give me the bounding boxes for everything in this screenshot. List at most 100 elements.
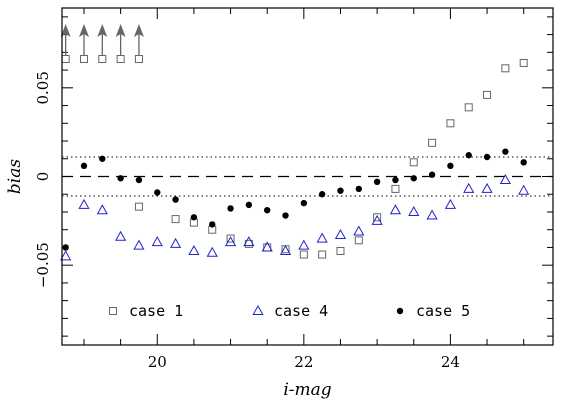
- case-4-point: [96, 204, 108, 215]
- case-1-point: [501, 64, 510, 73]
- case-4-point: [408, 205, 420, 216]
- case-1-point: [373, 213, 382, 222]
- case-4-point: [133, 239, 145, 250]
- legend-label-case-5: case 5: [416, 302, 470, 320]
- case-5-point: [502, 148, 509, 155]
- case-4-point: [444, 198, 457, 209]
- x-tick-label: 24: [441, 353, 460, 371]
- case-4-point: [518, 184, 530, 195]
- arrow-head: [78, 24, 89, 37]
- case-5-point: [300, 199, 308, 207]
- case-5-point: [483, 153, 491, 161]
- legend: case 1 case 4 case 5: [109, 302, 470, 320]
- case-5-point: [373, 178, 381, 186]
- legend-marker-case-1: [109, 307, 117, 315]
- y-tick-label: 0: [34, 172, 52, 182]
- case-4-point: [60, 250, 72, 261]
- case-5-point: [190, 214, 198, 221]
- case-4-point: [426, 209, 438, 220]
- case-1-point: [428, 138, 437, 147]
- case-4-point: [78, 198, 90, 209]
- case-4-point: [389, 204, 402, 215]
- case-4-point: [481, 182, 493, 193]
- case-1-point: [336, 246, 345, 255]
- case-1-point: [446, 119, 455, 128]
- case-4-point: [334, 229, 347, 240]
- case-1-point: [171, 215, 180, 224]
- case-1-point: [354, 236, 363, 245]
- case-4-point: [243, 236, 255, 247]
- case-4-point: [353, 225, 365, 236]
- case-5-point: [520, 159, 527, 166]
- arrow-head: [115, 24, 126, 37]
- legend-marker-case-5: [396, 307, 404, 315]
- case-1-point: [318, 250, 327, 259]
- case-5-point: [154, 189, 161, 196]
- case-1-upper-limit-arrow: [78, 24, 89, 63]
- case-4-point: [224, 236, 237, 247]
- case-5-point: [263, 207, 271, 214]
- case-4-point: [115, 230, 127, 241]
- case-5-point: [428, 171, 436, 178]
- y-tick-label: −0.05: [34, 242, 52, 288]
- case-1-upper-limit-arrow: [115, 24, 126, 63]
- case-1-point: [519, 58, 528, 67]
- tick-labels: 20 22 24 −0.05 0 0.05: [34, 71, 460, 371]
- case-5-point: [227, 205, 234, 212]
- case-4-point: [188, 244, 200, 255]
- case-1-upper-limit-arrow: [133, 24, 144, 63]
- case-5-point: [318, 191, 326, 198]
- legend-label-case-1: case 1: [129, 302, 183, 320]
- case-4-point: [499, 174, 511, 185]
- case-4-point: [151, 236, 163, 247]
- plot-frame: [61, 7, 554, 346]
- case-4-point: [316, 232, 328, 243]
- case-5-point: [465, 152, 472, 159]
- case-5-point: [62, 244, 69, 251]
- case-4-point: [298, 239, 310, 250]
- case-4-point: [261, 241, 273, 252]
- case-1-upper-limit-arrow: [97, 24, 108, 63]
- case-4-point: [279, 244, 292, 255]
- case-5-point: [172, 196, 179, 203]
- case-5-point: [80, 162, 88, 170]
- case-5-point: [117, 175, 124, 182]
- axis-ticks: [62, 8, 553, 345]
- arrow-head: [60, 24, 71, 37]
- legend-label-case-4: case 4: [274, 302, 328, 320]
- case-5-point: [135, 176, 143, 184]
- x-tick-label: 20: [148, 353, 167, 371]
- case-4-point: [463, 182, 475, 193]
- case-5-point: [447, 162, 454, 170]
- case-5-point: [410, 175, 417, 182]
- reference-lines: [62, 156, 553, 197]
- case-5-point: [392, 176, 399, 184]
- case-5-point: [99, 155, 106, 162]
- legend-item-case-5: case 5: [396, 302, 470, 320]
- case-4-point: [371, 214, 383, 225]
- legend-item-case-4: case 4: [252, 302, 328, 320]
- data-points: [60, 24, 530, 261]
- y-tick-label: 0.05: [34, 71, 52, 104]
- x-axis-title: i-mag: [283, 380, 331, 400]
- case-5-point: [209, 221, 216, 228]
- case-5-point: [282, 212, 289, 219]
- arrow-head: [133, 24, 144, 37]
- case-1-point: [226, 234, 235, 243]
- case-4-point: [206, 246, 218, 257]
- legend-marker-case-4: [252, 304, 264, 315]
- case-1-point: [391, 184, 400, 193]
- y-axis-title: bias: [5, 159, 25, 194]
- case-1-point: [134, 202, 143, 211]
- case-1-point: [409, 158, 418, 167]
- case-1-point: [483, 90, 492, 99]
- x-tick-label: 22: [294, 353, 313, 371]
- case-4-point: [169, 237, 182, 248]
- case-5-point: [245, 201, 253, 209]
- case-5-point: [337, 187, 344, 194]
- case-1-point: [299, 250, 308, 259]
- case-1-point: [464, 103, 473, 112]
- case-5-point: [355, 185, 362, 193]
